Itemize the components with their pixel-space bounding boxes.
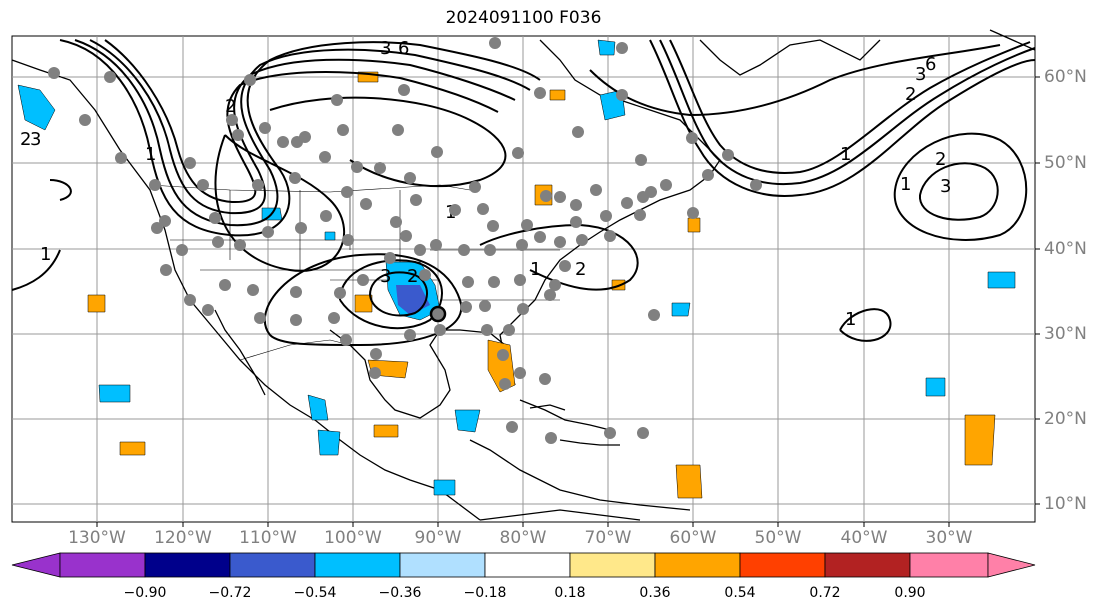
contour-label: 3: [940, 176, 951, 197]
colorbar-label: 0.54: [724, 585, 756, 601]
contour-label: 3: [380, 266, 391, 287]
contour-label: 2: [575, 259, 586, 280]
contour-label: 1: [40, 244, 51, 265]
colorbar-label: −0.90: [123, 585, 167, 601]
contours: [11, 39, 1036, 347]
contour-label: 2: [225, 96, 236, 117]
contour-label: 1: [145, 144, 156, 165]
contour-label: 6: [398, 38, 409, 59]
lat-label: 60°N: [1044, 67, 1087, 87]
colorbar-label: 0.90: [894, 585, 926, 601]
lon-label: 100°W: [324, 528, 382, 548]
lon-label: 40°W: [840, 528, 888, 548]
contour-label: 1: [530, 259, 541, 280]
contour-label: 3: [915, 64, 926, 85]
colorbar-extend-high: [987, 552, 1036, 578]
contour-label: 2: [935, 149, 946, 170]
colorbar-label: −0.54: [293, 585, 337, 601]
lat-label: 10°N: [1044, 494, 1087, 514]
contour-label: 2: [407, 266, 418, 287]
lon-label: 30°W: [925, 528, 973, 548]
colorbar-label: 0.36: [639, 585, 671, 601]
lon-label: 120°W: [154, 528, 212, 548]
storm-center-marker: [429, 305, 447, 323]
lon-label: 80°W: [499, 528, 547, 548]
colorbar-extend-low: [11, 552, 61, 578]
axis-ticks: [96, 76, 1040, 527]
contour-label: 1: [840, 144, 851, 165]
lon-label: 90°W: [414, 528, 462, 548]
colorbar-label: 0.18: [554, 585, 586, 601]
lon-label: 60°W: [669, 528, 717, 548]
contour-label: 3: [380, 38, 391, 59]
lat-label: 30°N: [1044, 324, 1087, 344]
colorbar-label: 0.72: [809, 585, 841, 601]
lat-label: 40°N: [1044, 239, 1087, 259]
colorbar-label: −0.36: [378, 585, 422, 601]
lon-label: 110°W: [239, 528, 297, 548]
contour-label: 3: [30, 129, 41, 150]
contour-label: 1: [845, 309, 856, 330]
contour-label: 1: [900, 174, 911, 195]
lat-label: 20°N: [1044, 409, 1087, 429]
station-dots: [48, 37, 762, 444]
contour-label: 2: [905, 84, 916, 105]
colorbar-label: −0.72: [208, 585, 252, 601]
lon-label: 130°W: [68, 528, 126, 548]
lon-label: 50°W: [754, 528, 802, 548]
contour-label: 2: [20, 129, 31, 150]
contour-label: 6: [925, 54, 936, 75]
lon-label: 70°W: [584, 528, 632, 548]
map-title: 2024091100 F036: [445, 8, 602, 28]
colorbar: [11, 552, 1036, 578]
lat-label: 50°N: [1044, 153, 1087, 173]
colorbar-label: −0.18: [463, 585, 507, 601]
